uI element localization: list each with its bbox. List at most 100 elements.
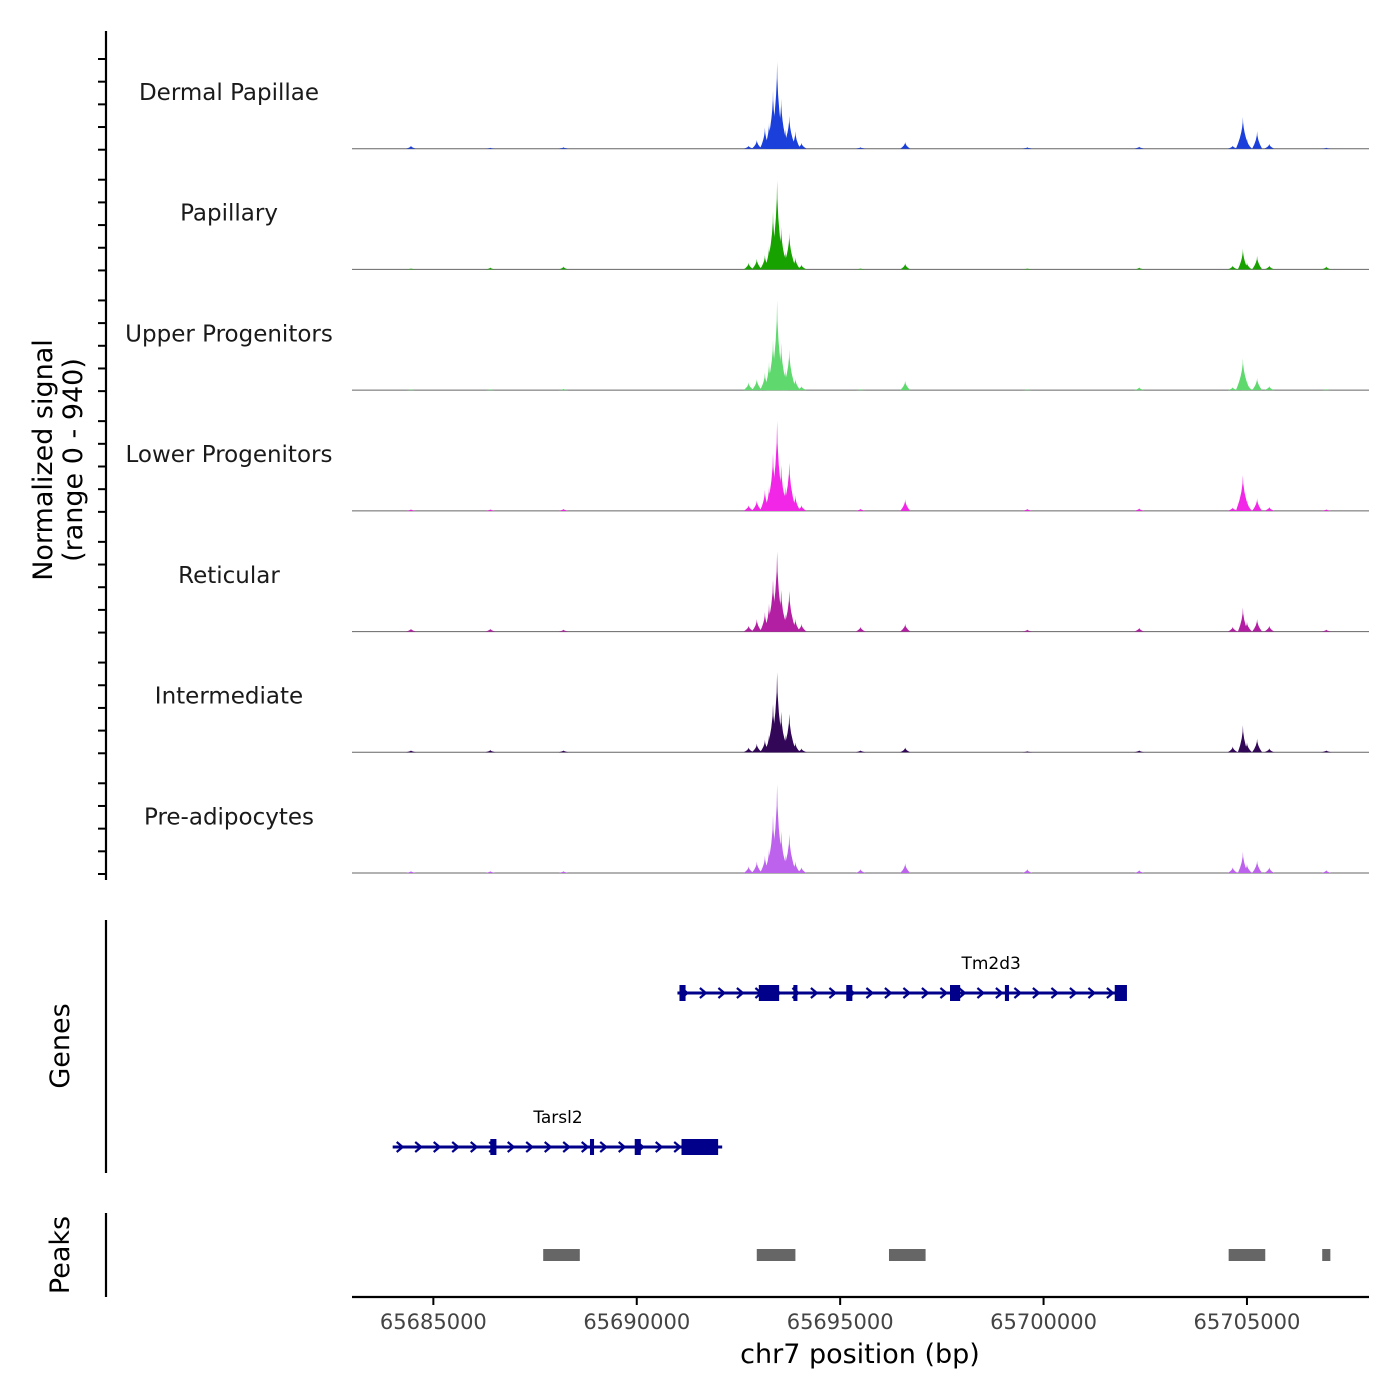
strand-arrow [654,1141,664,1153]
genes-panel: Genes Tm2d3 Tarsl2 [45,920,1127,1173]
coverage-peak [900,142,911,149]
coverage-y-label-line2: (range 0 - 940) [58,358,89,562]
gene-name-label: Tm2d3 [960,954,1020,974]
strand-arrow [1087,987,1097,999]
coverage-peak [1237,248,1248,270]
coverage-peak [743,625,754,632]
coverage-peak [796,264,807,270]
coverage-peak [1134,387,1145,391]
coverage-peak [485,749,496,753]
coverage-peak [558,388,569,391]
coverage-peak [796,386,807,391]
coverage-peak [900,380,911,391]
gene-tarsl2: Tarsl2 [392,1108,723,1155]
strand-arrow [810,987,819,999]
coverage-peak [1321,266,1332,270]
strand-arrow [717,987,727,999]
coverage-peak [751,861,762,873]
gene-exon [758,985,780,1001]
coverage-peak [558,266,569,270]
coverage-peak [1252,498,1263,511]
coverage-peak [743,866,754,873]
coverage-peak [855,750,866,753]
coverage-track-pre-adipocytes: Pre-adipocytes [144,784,1369,874]
strand-arrow [995,987,1004,999]
coverage-peak [406,750,416,753]
coverage-peak [743,262,754,270]
strand-arrow [699,987,708,999]
strand-arrow [432,1141,442,1153]
genes-track-label: Genes [45,1003,76,1088]
coverage-peak [855,147,866,149]
coverage-peak [406,509,416,511]
coverage-peak [855,268,866,270]
coverage-peak [1227,746,1238,753]
coverage-peak [485,389,496,391]
peak-region [888,1249,926,1261]
track-label-upper-progenitors: Upper Progenitors [125,321,333,347]
coverage-peak [743,505,754,511]
coverage-peak [796,623,807,632]
coverage-peak [782,349,797,391]
coverage-peak [782,462,797,511]
peak-region [1322,1249,1331,1261]
coverage-peak [558,508,569,511]
coverage-peak [1242,500,1252,511]
coverage-peak [1227,387,1238,391]
coverage-peak [406,389,416,391]
gene-exon [634,1139,641,1155]
coverage-peak [1252,619,1263,632]
gene-exon [681,1139,719,1155]
track-label-lower-progenitors: Lower Progenitors [126,442,333,468]
track-label-intermediate: Intermediate [155,684,303,710]
coverage-peak [485,509,496,511]
coverage-peak [406,268,416,270]
coverage-peak [485,267,496,270]
coverage-peak [406,871,416,873]
coverage-track-intermediate: Intermediate [155,672,1369,753]
coverage-track-upper-progenitors: Upper Progenitors [125,300,1369,391]
peak-region [756,1249,796,1261]
coverage-peak [1264,867,1275,873]
coverage-peak [1134,870,1145,873]
coverage-peak [751,619,762,632]
coverage-peak [790,131,801,149]
coverage-peak [1321,750,1332,753]
coverage-peak [1227,507,1238,511]
strand-arrow [884,987,893,999]
coverage-track-papillary: Papillary [180,180,1369,270]
x-tick-label: 65690000 [583,1310,690,1334]
track-label-reticular: Reticular [178,563,280,589]
coverage-peak [1321,389,1332,391]
gene-exon [1114,985,1127,1001]
coverage-peak [1235,116,1250,149]
x-axis: 65685000 65690000 65695000 65700000 65705000… [352,1295,1369,1370]
strand-arrow [1013,987,1023,999]
strand-arrow [902,987,912,999]
coverage-peak [855,389,866,391]
coverage-peak [743,145,754,149]
coverage-peak [751,743,762,753]
coverage-peak [406,628,416,632]
x-tick-label: 65685000 [380,1310,487,1334]
coverage-peak [900,623,911,632]
coverage-peak [1321,870,1332,873]
coverage-peak [743,747,754,753]
track-label-papillary: Papillary [180,201,278,227]
x-ticks: 65685000 65690000 65695000 65700000 65705000 [380,1297,1300,1334]
coverage-peak [1252,860,1263,873]
strand-arrow [599,1141,608,1153]
strand-arrow [865,987,875,999]
coverage-peak [782,834,797,873]
coverage-peak [558,147,569,149]
coverage-peak [1022,629,1033,632]
strand-arrow [506,1141,516,1153]
coverage-peak [1022,751,1033,753]
peaks-track-label: Peaks [45,1216,76,1294]
gene-exon [1004,985,1009,1001]
peaks-panel: Peaks [45,1213,1331,1297]
strand-arrow [395,1141,405,1153]
coverage-peak [1235,358,1250,391]
coverage-peak [782,115,797,149]
